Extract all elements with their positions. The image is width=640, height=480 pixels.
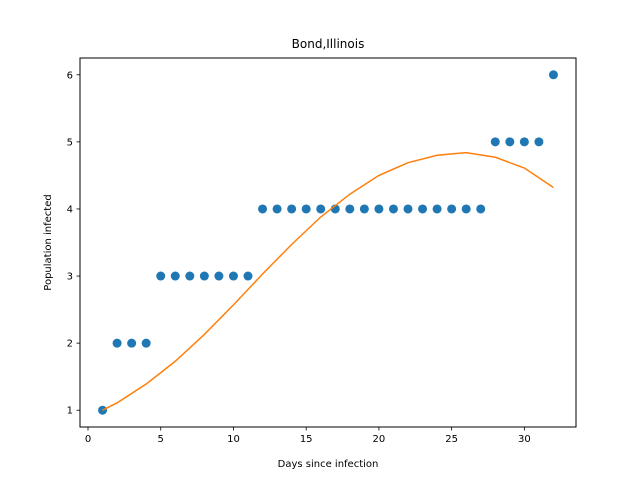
scatter-point — [258, 204, 268, 214]
x-axis: 0 5 10 15 20 25 30 — [85, 427, 531, 445]
scatter-point — [461, 204, 471, 214]
scatter-point — [112, 338, 122, 348]
scatter-point — [287, 204, 297, 214]
scatter-point — [345, 204, 355, 214]
y-tick-label: 4 — [67, 204, 73, 215]
scatter-point — [519, 137, 529, 147]
scatter-point — [418, 204, 428, 214]
scatter-point — [214, 271, 224, 281]
plot-marks — [98, 70, 558, 415]
x-tick-label: 10 — [227, 434, 240, 445]
scatter-point — [185, 271, 195, 281]
scatter-point — [534, 137, 544, 147]
scatter-point — [403, 204, 413, 214]
x-tick-label: 20 — [373, 434, 386, 445]
y-axis-label: Population infected — [43, 194, 54, 290]
scatter-point — [374, 204, 384, 214]
plot-background — [80, 58, 576, 427]
scatter-point — [476, 204, 486, 214]
y-tick-label: 6 — [67, 70, 73, 81]
y-tick-label: 2 — [67, 339, 73, 350]
scatter-point — [141, 338, 151, 348]
scatter-point — [316, 204, 326, 214]
x-tick-label: 25 — [445, 434, 458, 445]
scatter-point — [243, 271, 253, 281]
scatter-point — [490, 137, 500, 147]
y-tick-label: 1 — [67, 406, 73, 417]
scatter-point — [447, 204, 457, 214]
chart-title: Bond,Illinois — [292, 37, 365, 51]
scatter-point — [548, 70, 558, 80]
x-tick-label: 0 — [85, 434, 91, 445]
x-tick-label: 5 — [158, 434, 164, 445]
scatter-point — [272, 204, 282, 214]
fit-line — [102, 151, 554, 411]
x-tick-label: 15 — [300, 434, 313, 445]
y-tick-label: 3 — [67, 272, 73, 283]
scatter-point — [228, 271, 238, 281]
plot-frame — [79, 57, 577, 428]
scatter-point — [388, 204, 398, 214]
x-axis-label: Days since infection — [278, 459, 379, 470]
scatter-point — [170, 271, 180, 281]
scatter-point — [359, 204, 369, 214]
scatter-point — [199, 271, 209, 281]
scatter-point — [156, 271, 166, 281]
y-tick-label: 5 — [67, 137, 73, 148]
scatter-point — [301, 204, 311, 214]
x-tick-label: 30 — [518, 434, 531, 445]
scatter-point — [432, 204, 442, 214]
y-axis: 1 2 3 4 5 6 — [67, 70, 80, 417]
scatter-point — [505, 137, 515, 147]
scatter-point — [127, 338, 137, 348]
